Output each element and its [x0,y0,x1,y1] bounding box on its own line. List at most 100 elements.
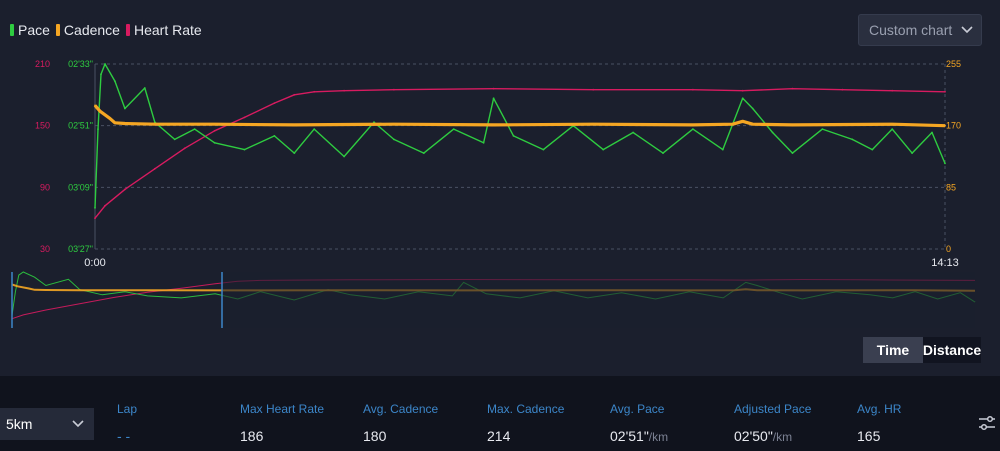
legend-swatch-cadence [55,24,60,36]
legend-swatch-heart-rate [125,24,130,36]
data-point-cadence [492,124,495,126]
data-point-heart-rate [124,188,126,191]
chevron-down-icon [72,420,84,428]
custom-chart-dropdown[interactable]: Custom chart [858,14,982,46]
stat-avg-pace-header: Avg. Pace [610,402,665,416]
stat-avg-hr-header: Avg. HR [857,402,902,416]
legend-item-pace[interactable]: Pace [10,22,50,38]
data-point-pace [173,138,176,141]
data-point-pace [293,152,296,155]
data-point-heart-rate [183,147,186,150]
data-point-heart-rate [944,90,946,93]
legend-label-pace: Pace [18,22,50,38]
avg-pace-unit: /km [648,430,669,444]
data-point-pace [313,128,316,131]
pace-tick-label: 02'33" [68,59,93,69]
data-point-pace [273,135,276,137]
custom-chart-label: Custom chart [869,22,953,38]
stats-panel [0,376,1000,451]
data-point-heart-rate [94,217,96,220]
stat-avg-pace: Avg. Pace 02'51"/km [610,402,668,444]
stat-max-cadence-header: Max. Cadence [487,402,565,416]
data-point-pace [741,97,744,100]
data-point-pace [542,148,545,151]
data-point-cadence [692,124,694,126]
distance-select[interactable]: 5km [0,408,94,440]
data-point-heart-rate [741,89,744,92]
data-point-pace [213,141,216,144]
data-point-cadence [944,124,946,127]
adjusted-pace-unit: /km [772,430,793,444]
data-point-heart-rate [213,129,216,132]
data-point-cadence [153,123,156,126]
stat-max-cadence: Max. Cadence 214 [487,402,564,444]
series-line-heart-rate [94,87,946,219]
data-point-heart-rate [293,93,296,96]
data-point-pace [931,131,933,134]
data-point-pace [911,152,913,155]
stat-lap: Lap - - [117,402,137,444]
data-point-pace [944,162,946,165]
stat-avg-hr-value: 165 [857,428,881,444]
x-tick-label-start: 0:00 [84,257,105,269]
legend-swatch-pace [10,24,14,36]
hr-tick-label: 30 [40,244,50,254]
data-point-heart-rate [153,167,156,170]
data-point-pace [721,148,724,151]
stat-adjusted-pace: Adjusted Pace 02'50"/km [734,402,811,444]
distance-select-value: 5km [6,416,33,432]
legend-item-cadence[interactable]: Cadence [55,22,120,38]
data-point-heart-rate [313,90,316,93]
data-point-heart-rate [692,88,694,91]
data-point-pace [821,128,824,131]
data-point-heart-rate [492,87,495,90]
stat-lap-value[interactable]: - - [117,428,131,444]
pace-tick-label: 02'51" [68,121,93,131]
data-point-pace [871,148,874,151]
legend-item-heart-rate[interactable]: Heart Rate [125,22,202,38]
chevron-down-icon [961,23,973,37]
time-distance-toggle: Time Distance [863,337,981,363]
avg-pace-number: 02'51" [610,428,649,444]
stat-max-heart-rate-header: Max Heart Rate [240,402,325,416]
overview-dim-mask [222,272,975,328]
data-point-pace [100,73,102,76]
data-point-pace [193,128,196,131]
data-point-cadence [99,110,101,113]
stat-max-heart-rate-value: 186 [240,428,264,444]
data-point-pace [662,152,664,155]
adjusted-pace-number: 02'50" [734,428,773,444]
data-point-heart-rate [104,204,106,207]
data-point-heart-rate [273,102,276,104]
cadence-tick-label: 85 [946,182,956,192]
cadence-tick-label: 255 [946,59,961,69]
stat-max-cadence-value: 214 [487,428,511,444]
chart-legend: Pace Cadence Heart Rate [10,22,202,38]
data-point-pace [114,80,116,82]
data-point-pace [891,128,894,131]
hr-tick-label: 210 [35,59,50,69]
settings-sliders-icon[interactable] [978,414,996,432]
distance-button[interactable]: Distance [923,337,981,363]
chart-axes: 210 150 90 30 02'33" 02'51" 03'09" 03'27" 255 170… [35,59,961,269]
data-point-pace [243,148,246,151]
stat-adjusted-pace-header: Adjusted Pace [734,402,812,416]
data-point-heart-rate [592,88,595,91]
chart-lines [93,63,946,220]
overview-navigator[interactable] [11,271,976,328]
data-point-pace [422,152,425,155]
data-point-cadence [94,104,96,107]
data-point-cadence [592,123,595,126]
series-line-pace [94,63,946,208]
data-point-pace [632,131,634,134]
data-point-cadence [213,123,216,126]
data-point-heart-rate [891,89,894,92]
pace-tick-label: 03'09" [68,182,93,192]
cadence-tick-label: 170 [946,121,961,131]
stat-avg-cadence: Avg. Cadence 180 [363,402,438,444]
data-point-pace [104,63,106,65]
hr-tick-label: 90 [40,182,50,192]
data-point-pace [452,128,455,131]
time-button[interactable]: Time [863,337,923,363]
data-point-cadence [791,124,794,126]
